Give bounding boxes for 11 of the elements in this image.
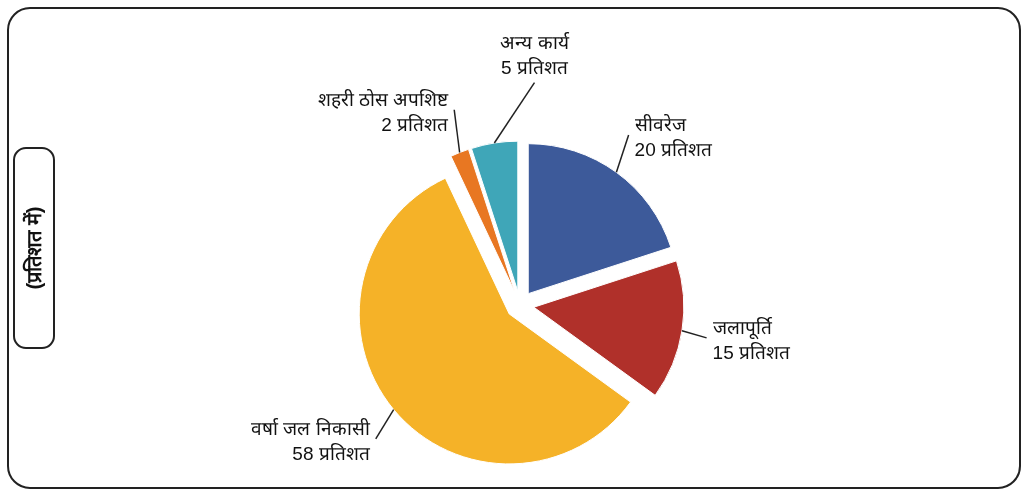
data-label: 58 प्रतिशत xyxy=(292,441,371,464)
slice-label: शहरी ठोस अपशिष्ट xyxy=(317,87,450,110)
data-label: 15 प्रतिशत xyxy=(712,340,792,363)
slice-label: वर्षा जल निकासी xyxy=(251,416,371,439)
data-label: 2 प्रतिशत xyxy=(381,112,450,135)
data-label: 20 प्रतिशत xyxy=(634,138,714,161)
data-label: 5 प्रतिशत xyxy=(501,55,569,78)
slice-label: अन्य कार्य xyxy=(500,30,570,53)
slice-label: जलापूर्ति xyxy=(712,315,773,340)
text: (प्रतिशत में) xyxy=(22,206,45,290)
slice-label: सीवरेज xyxy=(634,113,687,136)
